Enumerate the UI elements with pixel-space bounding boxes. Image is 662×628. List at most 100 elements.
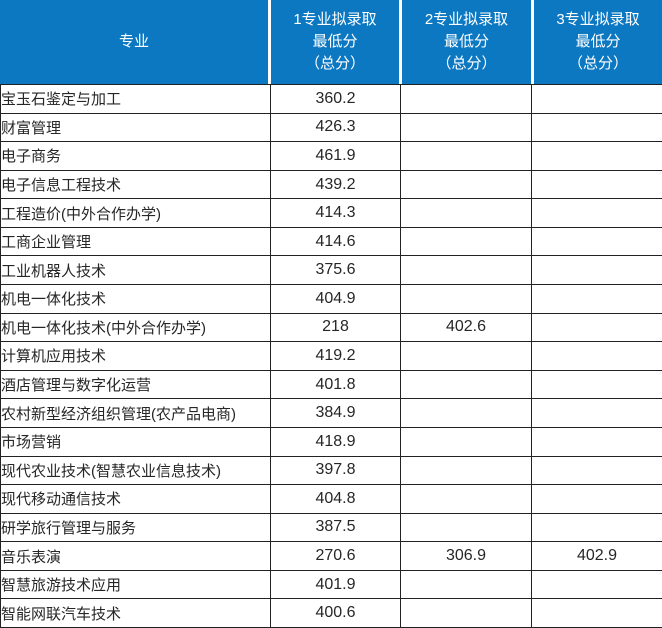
table-row: 现代移动通信技术 404.8 (0, 484, 662, 514)
score1-cell: 404.8 (270, 484, 401, 514)
score3-cell (531, 426, 662, 457)
table-row: 电子商务 461.9 (0, 141, 662, 171)
header-choice1-min-score: 1专业拟录取 最低分 （总分） (271, 0, 399, 84)
table-row: 农村新型经济组织管理(农产品电商) 384.9 (0, 398, 662, 428)
major-cell: 机电一体化技术(中外合作办学) (0, 312, 271, 343)
score3-cell (531, 569, 662, 600)
table-row: 工业机器人技术 375.6 (0, 255, 662, 286)
score3-cell (531, 198, 662, 228)
score3-cell (531, 312, 662, 343)
major-cell: 计算机应用技术 (0, 341, 271, 371)
score3-cell (531, 484, 662, 514)
header-choice3-min-score: 3专业拟录取 最低分 （总分） (534, 0, 662, 84)
table-row: 研学旅行管理与服务 387.5 (0, 512, 662, 543)
score2-cell (400, 112, 532, 143)
major-cell: 财富管理 (0, 112, 271, 143)
header-major: 专业 (0, 0, 268, 84)
score2-cell (400, 512, 532, 543)
header-separator (531, 0, 534, 84)
score2-cell (400, 598, 532, 628)
major-cell: 机电一体化技术 (0, 284, 271, 314)
major-cell: 现代农业技术(智慧农业信息技术) (0, 455, 271, 486)
table-row: 智能网联汽车技术 400.6 (0, 598, 662, 628)
table-row: 市场营销 418.9 (0, 426, 662, 457)
score3-cell (531, 255, 662, 286)
score2-cell (400, 341, 532, 371)
table-row: 工程造价(中外合作办学) 414.3 (0, 198, 662, 228)
table-row: 计算机应用技术 419.2 (0, 341, 662, 371)
major-cell: 工程造价(中外合作办学) (0, 198, 271, 228)
table-row: 音乐表演 270.6 306.9 402.9 (0, 541, 662, 571)
score2-cell: 306.9 (400, 541, 532, 571)
major-cell: 研学旅行管理与服务 (0, 512, 271, 543)
score2-cell (400, 255, 532, 286)
table-row: 宝玉石鉴定与加工 360.2 (0, 84, 662, 114)
major-cell: 农村新型经济组织管理(农产品电商) (0, 398, 271, 428)
score2-cell (400, 398, 532, 428)
score1-cell: 414.6 (270, 226, 401, 257)
major-cell: 音乐表演 (0, 541, 271, 571)
table-row: 机电一体化技术 404.9 (0, 284, 662, 314)
score2-cell (400, 141, 532, 171)
score-table-body: 宝玉石鉴定与加工 360.2 财富管理 426.3 电子商务 461.9 电子信… (0, 84, 662, 628)
score2-cell (400, 426, 532, 457)
score2-cell (400, 569, 532, 600)
score3-cell (531, 112, 662, 143)
major-cell: 酒店管理与数字化运营 (0, 369, 271, 400)
score1-cell: 360.2 (270, 84, 401, 114)
score1-cell: 270.6 (270, 541, 401, 571)
score1-cell: 414.3 (270, 198, 401, 228)
score3-cell: 402.9 (531, 541, 662, 571)
score1-cell: 384.9 (270, 398, 401, 428)
score1-cell: 401.8 (270, 369, 401, 400)
score1-cell: 397.8 (270, 455, 401, 486)
table-row: 财富管理 426.3 (0, 112, 662, 143)
score1-cell: 461.9 (270, 141, 401, 171)
major-cell: 现代移动通信技术 (0, 484, 271, 514)
score3-cell (531, 369, 662, 400)
score1-cell: 439.2 (270, 169, 401, 200)
major-cell: 电子商务 (0, 141, 271, 171)
score2-cell (400, 84, 532, 114)
score3-cell (531, 226, 662, 257)
score1-cell: 419.2 (270, 341, 401, 371)
score3-cell (531, 398, 662, 428)
score2-cell (400, 284, 532, 314)
major-cell: 工业机器人技术 (0, 255, 271, 286)
score1-cell: 400.6 (270, 598, 401, 628)
score1-cell: 426.3 (270, 112, 401, 143)
score3-cell (531, 284, 662, 314)
major-cell: 市场营销 (0, 426, 271, 457)
major-cell: 工商企业管理 (0, 226, 271, 257)
score3-cell (531, 512, 662, 543)
header-separator (399, 0, 402, 84)
score1-cell: 401.9 (270, 569, 401, 600)
score3-cell (531, 341, 662, 371)
score2-cell (400, 226, 532, 257)
table-row: 工商企业管理 414.6 (0, 226, 662, 257)
major-cell: 智能网联汽车技术 (0, 598, 271, 628)
score2-cell (400, 369, 532, 400)
score2-cell: 402.6 (400, 312, 532, 343)
table-header-row: 专业 1专业拟录取 最低分 （总分） 2专业拟录取 最低分 （总分） 3专业拟录… (0, 0, 662, 84)
score3-cell (531, 141, 662, 171)
score1-cell: 404.9 (270, 284, 401, 314)
major-cell: 电子信息工程技术 (0, 169, 271, 200)
score1-cell: 218 (270, 312, 401, 343)
table-row: 现代农业技术(智慧农业信息技术) 397.8 (0, 455, 662, 486)
score2-cell (400, 198, 532, 228)
major-cell: 智慧旅游技术应用 (0, 569, 271, 600)
score2-cell (400, 484, 532, 514)
score1-cell: 418.9 (270, 426, 401, 457)
score3-cell (531, 84, 662, 114)
table-row: 酒店管理与数字化运营 401.8 (0, 369, 662, 400)
table-row: 电子信息工程技术 439.2 (0, 169, 662, 200)
header-separator (268, 0, 271, 84)
score1-cell: 387.5 (270, 512, 401, 543)
score2-cell (400, 169, 532, 200)
header-choice2-min-score: 2专业拟录取 最低分 （总分） (402, 0, 531, 84)
score1-cell: 375.6 (270, 255, 401, 286)
table-row: 机电一体化技术(中外合作办学) 218 402.6 (0, 312, 662, 343)
score3-cell (531, 455, 662, 486)
